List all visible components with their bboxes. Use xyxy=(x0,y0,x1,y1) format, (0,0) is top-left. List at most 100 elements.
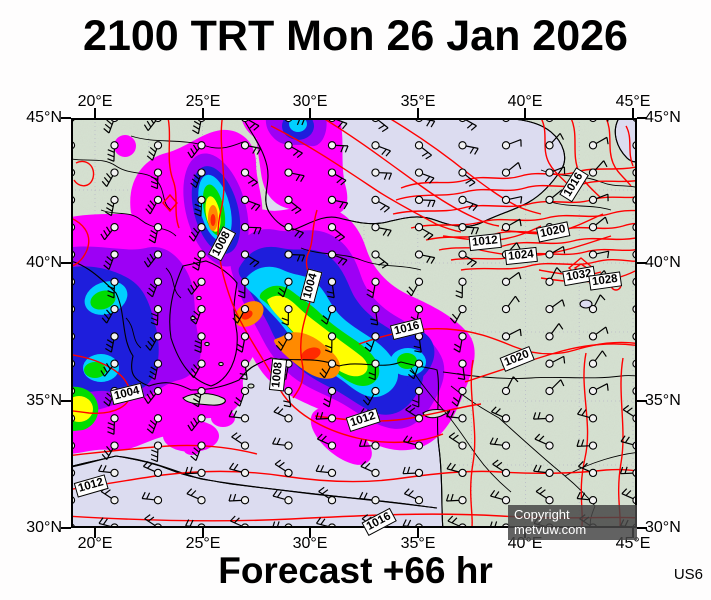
station-circle xyxy=(588,332,598,341)
station-circle xyxy=(284,468,293,478)
lon-tick-top-2 xyxy=(309,108,311,118)
wind-barb xyxy=(275,339,288,351)
station-circle xyxy=(327,168,337,177)
wind-barb xyxy=(194,339,202,353)
station-circle xyxy=(414,141,424,150)
wind-barb xyxy=(405,404,417,417)
wind-barb xyxy=(594,160,608,171)
wind-barb xyxy=(281,312,289,326)
station-circle xyxy=(327,250,337,259)
wind-barb xyxy=(446,410,459,419)
wind-barb xyxy=(148,229,158,244)
wind-barb xyxy=(377,119,389,133)
station-circle xyxy=(153,359,163,368)
wind-barb xyxy=(247,174,258,187)
station-circle xyxy=(240,496,250,505)
station-circle xyxy=(501,332,511,341)
station-circle xyxy=(371,168,380,177)
station-circle xyxy=(545,332,554,341)
station-circle xyxy=(545,141,554,150)
lat-tick-right-0 xyxy=(637,117,647,119)
station-circle xyxy=(545,195,554,205)
watermark-label: Copyright metvuw.com xyxy=(508,505,637,540)
station-circle xyxy=(458,441,467,450)
station-circle xyxy=(414,468,424,478)
wind-barb xyxy=(324,339,333,353)
station-circle xyxy=(240,195,250,205)
lon-tick-top-5 xyxy=(632,108,634,118)
wind-barb xyxy=(272,437,285,446)
station-circle xyxy=(284,250,293,259)
wind-barb xyxy=(378,227,392,237)
wind-barb xyxy=(451,394,462,407)
station-circle xyxy=(458,195,467,205)
wind-barb xyxy=(283,394,292,408)
station-circle xyxy=(197,141,206,150)
station-circle xyxy=(371,386,380,396)
station-circle xyxy=(197,332,206,341)
wind-barb xyxy=(315,412,329,420)
station-circle xyxy=(588,359,598,368)
station-circle xyxy=(284,496,293,505)
wind-barb xyxy=(594,350,607,362)
station-circle xyxy=(240,168,250,177)
wind-barb xyxy=(576,491,590,501)
station-circle xyxy=(110,250,119,259)
station-circle xyxy=(284,141,293,150)
wind-barb xyxy=(228,410,242,419)
wind-barb xyxy=(411,394,420,408)
station-circle xyxy=(371,277,380,286)
station-circle xyxy=(414,386,424,396)
wind-barb xyxy=(366,285,376,299)
wind-barb xyxy=(326,285,335,299)
wind-barb xyxy=(103,392,114,407)
wind-barb xyxy=(335,144,349,153)
station-circle xyxy=(545,441,554,450)
station-circle xyxy=(153,195,163,205)
station-circle xyxy=(197,386,206,396)
station-circle xyxy=(284,441,293,450)
lon-tick-top-3 xyxy=(417,108,419,118)
station-circle xyxy=(501,195,511,205)
station-circle xyxy=(501,441,511,450)
station-circle xyxy=(327,441,337,450)
station-circle xyxy=(284,223,293,232)
lat-label-right-1: 40°N xyxy=(645,254,681,271)
wind-barb xyxy=(187,281,200,295)
station-circle xyxy=(501,468,511,478)
lon-tick-top-0 xyxy=(94,108,96,118)
wind-barb xyxy=(335,255,348,266)
station-circle xyxy=(240,386,250,396)
station-circle xyxy=(197,414,206,423)
wind-barb xyxy=(101,309,114,324)
wind-barb xyxy=(98,464,111,474)
station-circle xyxy=(371,250,380,259)
wind-barb xyxy=(190,174,201,189)
station-circle xyxy=(371,359,380,368)
wind-barb xyxy=(594,294,606,307)
wind-barb xyxy=(449,312,462,324)
station-circle xyxy=(414,414,424,423)
wind-barb xyxy=(235,339,245,353)
lat-label-left-2: 35°N xyxy=(26,392,62,409)
wind-barb xyxy=(455,285,463,299)
wind-barb xyxy=(595,136,609,145)
lon-tick-top-1 xyxy=(202,108,204,118)
station-circle xyxy=(197,223,206,232)
station-circle xyxy=(110,168,119,177)
wind-barb xyxy=(508,162,522,171)
station-circle xyxy=(501,304,511,314)
station-circle xyxy=(458,332,467,341)
station-circle xyxy=(414,250,424,259)
station-circle xyxy=(153,441,163,450)
lon-label-top-2: 30°E xyxy=(292,93,328,110)
lon-label-top-3: 35°E xyxy=(400,93,436,110)
station-circle xyxy=(501,141,511,150)
station-circle xyxy=(240,332,250,341)
map-canvas xyxy=(71,118,637,528)
station-circle xyxy=(501,496,511,505)
wind-barb xyxy=(248,226,262,235)
station-circle xyxy=(458,386,467,396)
wind-barb xyxy=(421,147,432,160)
wind-barb xyxy=(277,285,288,298)
